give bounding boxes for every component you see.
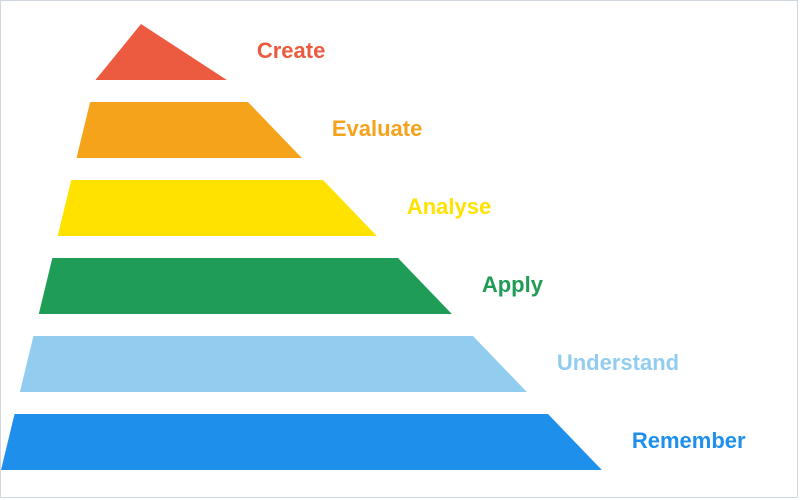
pyramid-diagram: Create Evaluate Analyse Apply Understand Reme…: [1, 1, 799, 499]
pyramid-level-shape: [77, 102, 302, 158]
diagram-frame: Create Evaluate Analyse Apply Understand Reme…: [0, 0, 798, 498]
pyramid-level: Evaluate: [77, 102, 423, 158]
pyramid-level-label: Evaluate: [332, 116, 423, 141]
pyramid-level: Remember: [1, 414, 746, 470]
pyramid-level-label: Apply: [482, 272, 544, 297]
pyramid-level: Analyse: [58, 180, 492, 236]
pyramid-level-shape: [95, 24, 226, 80]
pyramid-level-label: Analyse: [407, 194, 491, 219]
pyramid-level-label: Create: [257, 38, 325, 63]
pyramid-level-label: Remember: [632, 428, 746, 453]
pyramid-level-shape: [58, 180, 377, 236]
pyramid-level-label: Understand: [557, 350, 679, 375]
pyramid-level: Understand: [20, 336, 679, 392]
pyramid-level-shape: [20, 336, 527, 392]
pyramid-level: Create: [95, 24, 325, 80]
pyramid-level-shape: [1, 414, 602, 470]
pyramid-level: Apply: [39, 258, 544, 314]
pyramid-level-shape: [39, 258, 452, 314]
